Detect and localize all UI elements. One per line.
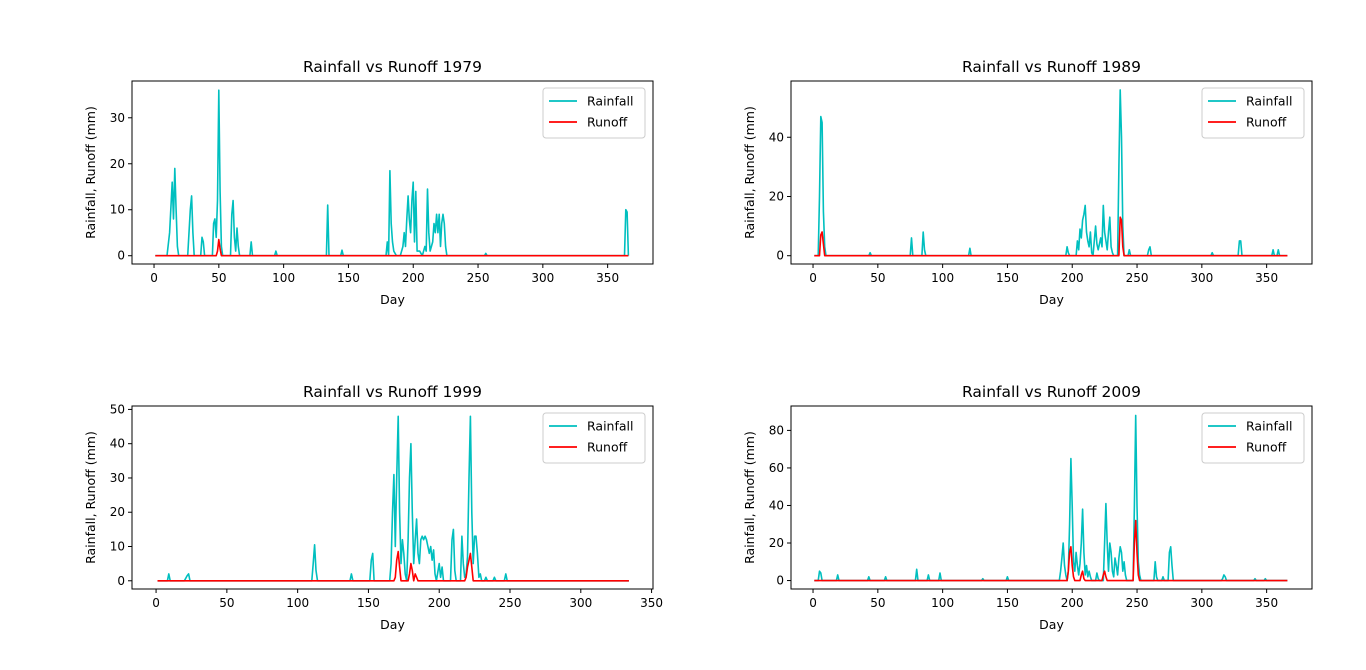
x-tick-label: 0 — [809, 596, 817, 610]
legend: Rainfall Runoff — [542, 412, 646, 464]
x-tick-label: 200 — [428, 596, 451, 610]
y-axis-label: Rainfall, Runoff (mm) — [83, 106, 98, 239]
axes-frame — [131, 405, 654, 590]
legend: Rainfall Runoff — [1201, 412, 1305, 464]
plot-area — [814, 414, 1288, 582]
legend-label-rainfall: Rainfall — [1246, 94, 1292, 109]
x-tick-label: 0 — [809, 271, 817, 285]
legend-label-rainfall: Rainfall — [587, 419, 633, 434]
x-tick-label: 100 — [931, 596, 954, 610]
x-tick-label: 50 — [219, 596, 234, 610]
legend-label-runoff: Runoff — [1246, 440, 1287, 455]
y-tick-label: 40 — [110, 437, 125, 451]
x-tick-label: 150 — [357, 596, 380, 610]
y-axis-label: Rainfall, Runoff (mm) — [742, 431, 757, 564]
series-line-runoff — [814, 216, 1288, 257]
series-line-runoff — [157, 550, 629, 582]
x-axis-label: Day — [1039, 617, 1064, 632]
x-tick-label: 350 — [596, 271, 619, 285]
y-tick-label: 80 — [769, 423, 784, 437]
x-tick-label: 200 — [1061, 596, 1084, 610]
chart-title: Rainfall vs Runoff 2009 — [962, 383, 1141, 401]
y-tick-label: 0 — [117, 249, 125, 263]
y-tick-label: 30 — [110, 111, 125, 125]
y-tick-label: 20 — [110, 505, 125, 519]
chart-title: Rainfall vs Runoff 1999 — [303, 383, 482, 401]
axes-frame — [790, 80, 1313, 265]
plot-area — [155, 89, 630, 257]
x-tick-label: 150 — [996, 271, 1019, 285]
legend: Rainfall Runoff — [1201, 87, 1305, 139]
y-tick-label: 10 — [110, 540, 125, 554]
x-tick-label: 350 — [1255, 596, 1278, 610]
y-tick-label: 40 — [769, 498, 784, 512]
x-tick-label: 0 — [152, 596, 160, 610]
x-tick-label: 50 — [211, 271, 226, 285]
x-tick-label: 50 — [870, 271, 885, 285]
chart-title: Rainfall vs Runoff 1979 — [303, 58, 482, 76]
x-tick-label: 250 — [467, 271, 490, 285]
series-line-rainfall — [157, 415, 629, 582]
x-tick-label: 100 — [286, 596, 309, 610]
x-tick-label: 300 — [569, 596, 592, 610]
legend-label-runoff: Runoff — [1246, 115, 1287, 130]
y-tick-label: 30 — [110, 471, 125, 485]
plot-area — [814, 89, 1288, 257]
y-tick-label: 0 — [117, 574, 125, 588]
plot-area — [157, 415, 629, 582]
x-tick-label: 150 — [996, 596, 1019, 610]
legend: Rainfall Runoff — [542, 87, 646, 139]
x-tick-label: 250 — [1126, 596, 1149, 610]
x-tick-label: 100 — [272, 271, 295, 285]
x-tick-label: 200 — [402, 271, 425, 285]
y-tick-label: 60 — [769, 461, 784, 475]
x-tick-label: 0 — [150, 271, 158, 285]
y-tick-label: 20 — [110, 157, 125, 171]
x-tick-label: 250 — [499, 596, 522, 610]
x-axis-label: Day — [1039, 292, 1064, 307]
axes-frame — [790, 405, 1313, 590]
y-axis-label: Rainfall, Runoff (mm) — [742, 106, 757, 239]
y-tick-label: 20 — [769, 536, 784, 550]
series-line-runoff — [814, 519, 1288, 582]
y-axis-label: Rainfall, Runoff (mm) — [83, 431, 98, 564]
x-tick-label: 300 — [531, 271, 554, 285]
y-tick-label: 20 — [769, 189, 784, 203]
x-tick-label: 300 — [1190, 596, 1213, 610]
x-tick-label: 350 — [1255, 271, 1278, 285]
x-tick-label: 100 — [931, 271, 954, 285]
y-tick-label: 0 — [776, 574, 784, 588]
x-tick-label: 350 — [640, 596, 663, 610]
y-tick-label: 10 — [110, 203, 125, 217]
y-tick-label: 0 — [776, 249, 784, 263]
x-tick-label: 300 — [1190, 271, 1213, 285]
x-tick-label: 50 — [870, 596, 885, 610]
x-tick-label: 150 — [337, 271, 360, 285]
series-line-runoff — [155, 238, 629, 257]
legend-label-rainfall: Rainfall — [587, 94, 633, 109]
axes-frame — [131, 80, 654, 265]
x-axis-label: Day — [380, 617, 405, 632]
legend-label-rainfall: Rainfall — [1246, 419, 1292, 434]
x-tick-label: 250 — [1126, 271, 1149, 285]
x-axis-label: Day — [380, 292, 405, 307]
y-tick-label: 40 — [769, 130, 784, 144]
chart-title: Rainfall vs Runoff 1989 — [962, 58, 1141, 76]
legend-label-runoff: Runoff — [587, 115, 628, 130]
legend-label-runoff: Runoff — [587, 440, 628, 455]
y-tick-label: 50 — [110, 402, 125, 416]
x-tick-label: 200 — [1061, 271, 1084, 285]
